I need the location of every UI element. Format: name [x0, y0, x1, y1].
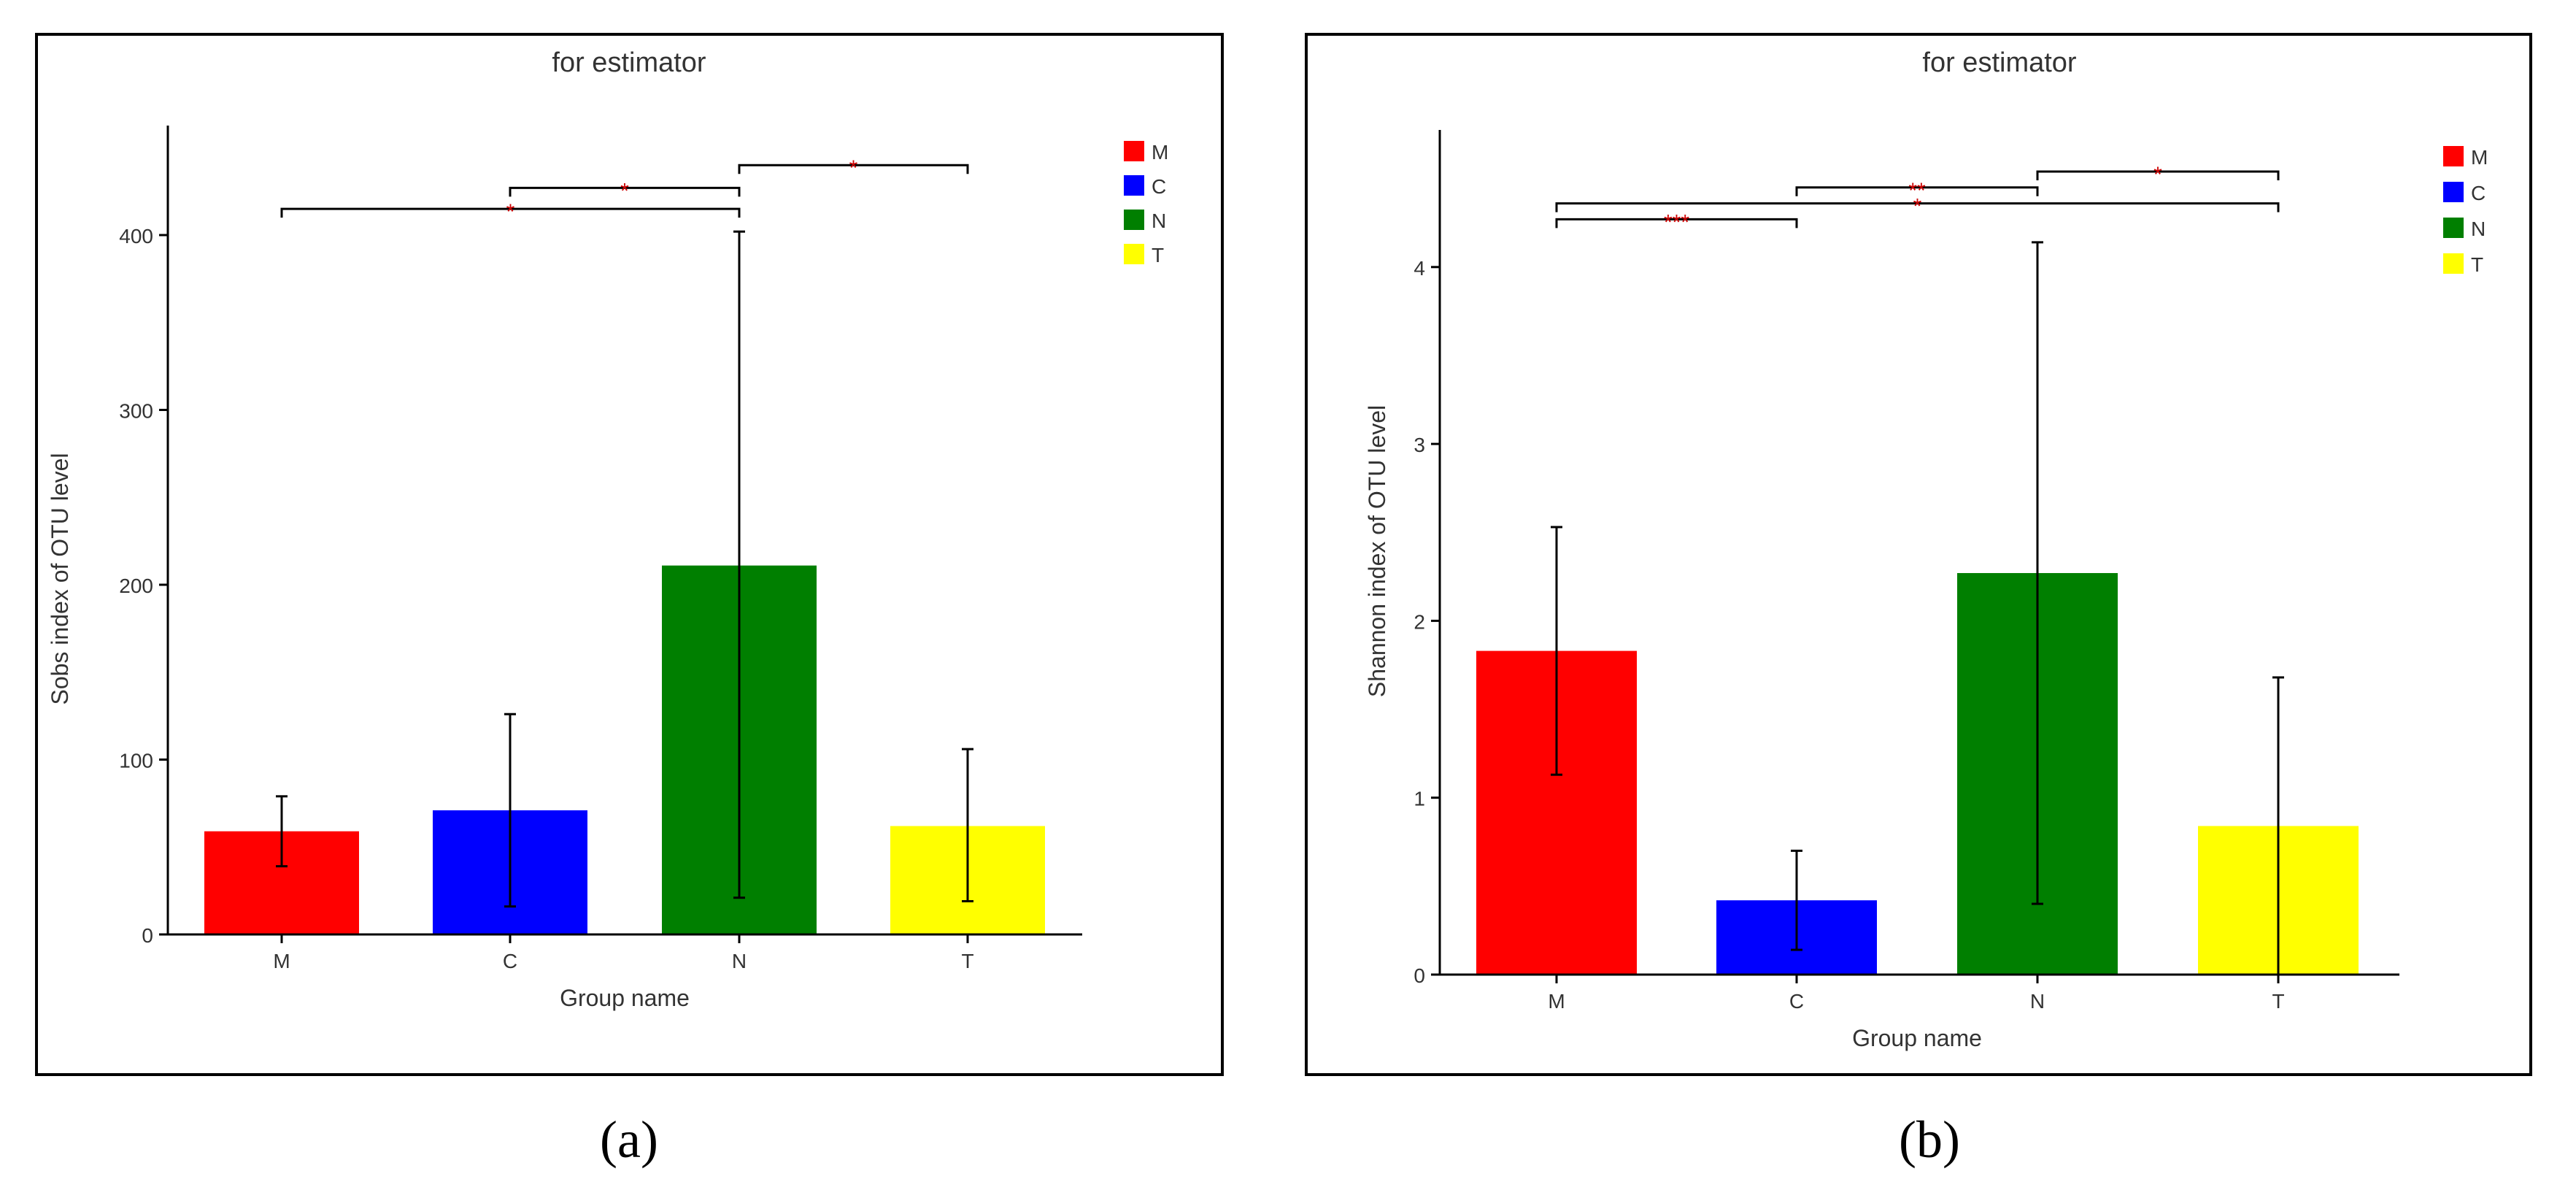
- panel-a-significance-line: [280, 207, 741, 218]
- panel-b-y-axis-title: Shannon index of OTU level: [1364, 405, 1390, 697]
- panel-b-significance-bracket: *: [2036, 163, 2280, 187]
- panel-a-significance-label: *: [849, 156, 858, 180]
- panel-a-x-tick-label: N: [732, 950, 747, 972]
- panel-b-legend-swatch: [2443, 218, 2464, 238]
- panel-b-legend-item-t: T: [2443, 253, 2483, 276]
- panel-b-error-bar-m: [1551, 526, 1562, 776]
- panel-a-plot-area: 0 100 200 300 400 M C N T * * *: [119, 126, 1082, 972]
- panel-b-legend-item-c: C: [2443, 182, 2486, 204]
- panel-a-legend-swatch: [1124, 210, 1144, 230]
- panel-a-legend-swatch: [1124, 244, 1144, 264]
- panel-a-legend-item-c: C: [1124, 175, 1166, 198]
- panel-b-error-bar-n: [2032, 241, 2043, 905]
- panel-b-significance-line: [1795, 186, 2039, 196]
- panel-b-significance-bracket: ***: [1555, 210, 1798, 234]
- panel-a-significance-bracket: *: [280, 200, 741, 224]
- panel-b-x-tick-label: M: [1548, 990, 1565, 1013]
- panel-b-x-axis-title: Group name: [1852, 1025, 1982, 1051]
- panel-a-y-tick-label: 400: [119, 225, 153, 247]
- panel-b-significance-line: [1555, 218, 1798, 228]
- panel-a-legend-swatch: [1124, 141, 1144, 161]
- panel-a-legend-label: N: [1152, 210, 1166, 232]
- panel-a-legend-label: C: [1152, 175, 1166, 198]
- panel-b-legend-item-m: M: [2443, 146, 2488, 169]
- panel-b-y-tick-label: 3: [1414, 434, 1425, 456]
- panel-b-error-bar-t: [2272, 676, 2284, 976]
- panel-a-x-tick-label: M: [273, 950, 290, 972]
- panel-a-y-tick-label: 300: [119, 400, 153, 423]
- panel-a-error-bar-n: [733, 230, 745, 899]
- panel-b-legend-item-n: N: [2443, 218, 2486, 240]
- panel-b-y-tick-label: 1: [1414, 788, 1425, 810]
- panel-b-title: for estimator: [1922, 47, 2077, 78]
- panel-a-legend-label: T: [1152, 244, 1164, 266]
- panel-a-error-bar-c: [504, 713, 516, 908]
- panel-a-legend-item-n: N: [1124, 210, 1166, 232]
- panel-b-legend-label: T: [2471, 253, 2483, 276]
- panel-b-significance-label: ***: [1664, 210, 1689, 234]
- panel-b-significance-bracket: **: [1795, 179, 2039, 203]
- panel-a-significance-label: *: [506, 200, 515, 224]
- panel-a-y-tick-label: 100: [119, 750, 153, 772]
- panel-b-y-tick-label: 4: [1414, 257, 1425, 280]
- panel-b-legend-label: M: [2471, 146, 2488, 169]
- panel-b-significance-label: **: [1908, 179, 1926, 203]
- panel-b-error-bar-c: [1791, 849, 1802, 951]
- panel-b-x-tick-label: N: [2030, 990, 2045, 1013]
- panel-a-legend-item-t: T: [1124, 244, 1164, 266]
- panel-a-significance-bracket: *: [509, 179, 741, 203]
- panel-b-significance-line: [2036, 170, 2280, 180]
- panel-b-significance-label: *: [2153, 163, 2162, 187]
- panel-a-legend-label: M: [1152, 141, 1168, 164]
- panel-a-x-tick-label: C: [503, 950, 517, 972]
- panel-a-y-tick-label: 200: [119, 575, 153, 597]
- panel-a-y-axis-title: Sobs index of OTU level: [47, 453, 73, 704]
- panel-a-significance-line: [738, 164, 969, 174]
- panel-b-y-tick-label: 2: [1414, 610, 1425, 633]
- panel-b-significance-bracket: *: [1555, 195, 2280, 219]
- panel-a-y-tick-label: 0: [142, 924, 153, 947]
- panel-b-caption: (b): [1899, 1110, 1960, 1169]
- panel-a-significance-label: *: [620, 179, 629, 203]
- panel-a-significance-line: [509, 186, 741, 197]
- panel-b-legend-swatch: [2443, 182, 2464, 202]
- panel-b-significance-label: *: [1913, 195, 1922, 219]
- panel-b-y-tick-label: 0: [1414, 964, 1425, 987]
- panel-b-x-tick-label: C: [1789, 990, 1804, 1013]
- panel-a-error-bar-t: [962, 748, 973, 902]
- panel-a-x-axis-title: Group name: [560, 985, 690, 1011]
- panel-b-legend-label: N: [2471, 218, 2486, 240]
- panel-a-x-tick-label: T: [961, 950, 973, 972]
- panel-b-significance-line: [1555, 202, 2280, 212]
- panel-a-legend-item-m: M: [1124, 141, 1168, 164]
- panel-b-legend-swatch: [2443, 146, 2464, 166]
- panel-a-caption: (a): [600, 1110, 658, 1169]
- panel-b-x-tick-label: T: [2272, 990, 2284, 1013]
- panel-b-legend-label: C: [2471, 182, 2486, 204]
- panel-a-title: for estimator: [552, 47, 706, 78]
- panel-a-significance-bracket: *: [738, 156, 969, 180]
- panel-a-error-bar-m: [276, 795, 288, 868]
- panel-b-legend-swatch: [2443, 253, 2464, 274]
- panel-a-legend-swatch: [1124, 175, 1144, 196]
